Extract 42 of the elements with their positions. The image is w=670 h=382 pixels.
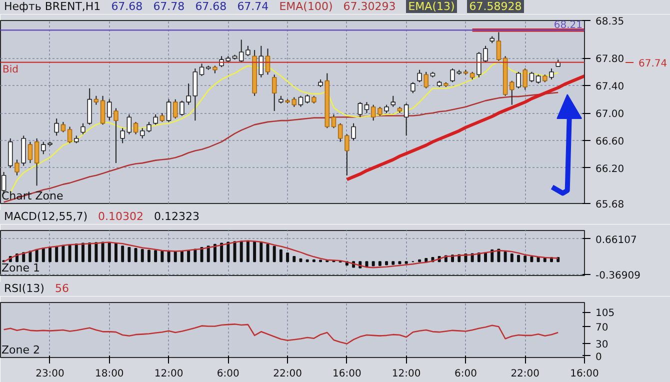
- y-tick-label: 0.66107: [596, 234, 637, 246]
- ref-line-label: Bid: [2, 64, 18, 76]
- text: 67.74: [237, 0, 269, 13]
- text: 67.78: [153, 0, 185, 13]
- y-tick-label: 65.68: [596, 200, 624, 210]
- x-tick-label: 16:00: [332, 368, 362, 380]
- x-tick-label: 6:00: [216, 368, 240, 380]
- ref-line-label: 67.74: [638, 58, 668, 70]
- text: 0.12323: [154, 210, 200, 223]
- y-tick-label: 67.80: [596, 54, 624, 66]
- y-tick-label: 67.40: [596, 82, 624, 93]
- x-tick-label: 18:00: [94, 368, 124, 380]
- chart-title: Нефть BRENT,H1: [4, 0, 101, 13]
- y-tick-label: 67.00: [596, 109, 624, 120]
- y-tick-label: 68.35: [596, 16, 624, 28]
- text: 67.30293: [343, 0, 396, 13]
- x-tick-label: 6:00: [454, 368, 477, 380]
- x-tick-label: 22:00: [273, 368, 302, 380]
- x-tick-label: 12:00: [392, 368, 421, 380]
- y-tick-label: 66.60: [596, 136, 624, 148]
- y-tick-label: 70: [596, 322, 608, 334]
- annotation: Zone 1: [2, 262, 40, 274]
- y-tick-label: 30: [596, 339, 608, 350]
- text: EMA(13): [406, 0, 457, 13]
- y-tick-label: 66.20: [596, 164, 624, 175]
- x-tick-label: 12:00: [154, 368, 184, 380]
- text: 67.58928: [467, 0, 524, 13]
- y-tick-label: -0.36909: [596, 270, 640, 282]
- ref-line-label: 68.21: [554, 20, 583, 32]
- x-tick-label: 22:00: [510, 368, 540, 380]
- text: 67.68: [111, 0, 143, 13]
- text: 0.10302: [98, 210, 144, 223]
- text: 56: [54, 282, 69, 295]
- chart-title: RSI(13): [4, 282, 44, 295]
- text: 67.68: [195, 0, 227, 13]
- text: EMA(100): [279, 0, 333, 13]
- annotation: Zone 2: [2, 344, 40, 356]
- y-tick-label: 0: [596, 352, 602, 363]
- x-tick-label: 16:00: [570, 368, 599, 380]
- x-tick-label: 23:00: [36, 368, 64, 380]
- y-tick-label: 105: [596, 308, 615, 320]
- chart-title: MACD(12,55,7): [4, 210, 88, 223]
